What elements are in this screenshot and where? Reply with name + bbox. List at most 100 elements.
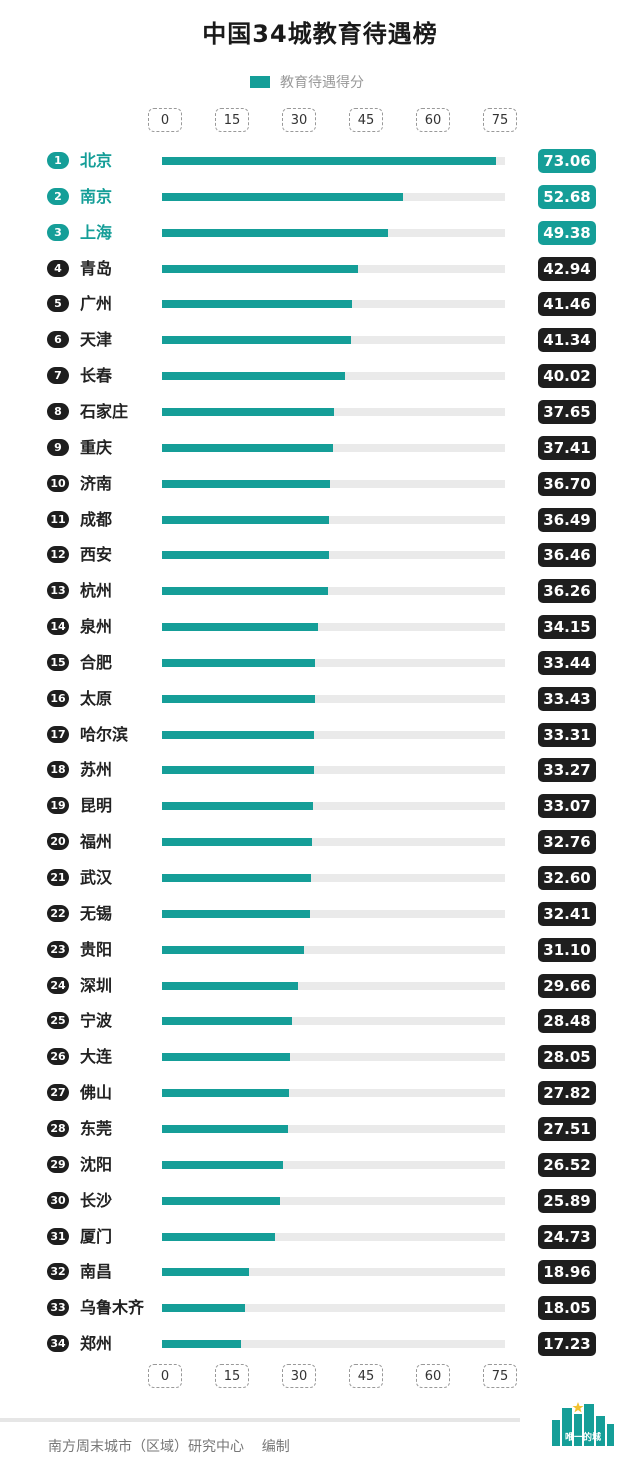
value-label: 25.89 <box>538 1188 596 1213</box>
axis-tick-label: 0 <box>148 1364 182 1388</box>
bar-row: 3 上海 49.38 <box>0 215 640 251</box>
value-label: 34.15 <box>538 615 596 640</box>
city-label: 昆明 <box>80 796 113 816</box>
city-label: 天津 <box>80 330 113 350</box>
city-label: 西安 <box>80 545 113 565</box>
rank-badge: 7 <box>47 367 69 385</box>
axis-ticks-top: 0 15 30 45 60 75 <box>0 108 640 134</box>
bar-row: 29 沈阳 26.52 <box>0 1147 640 1183</box>
rank-badge: 5 <box>47 295 69 313</box>
bar <box>162 874 312 882</box>
bar-row: 24 深圳 29.66 <box>0 968 640 1004</box>
value-label: 40.02 <box>538 364 596 389</box>
value-label: 33.07 <box>538 794 596 819</box>
rank-badge: 26 <box>47 1048 69 1066</box>
bar-track <box>162 909 505 918</box>
rank-badge: 32 <box>47 1263 69 1281</box>
bar <box>162 1232 276 1241</box>
rank-badge: 25 <box>47 1012 69 1030</box>
bar <box>162 623 319 632</box>
chart-title: 中国34城教育待遇榜 <box>202 20 438 48</box>
city-label: 南昌 <box>80 1262 113 1282</box>
rank-badge: 29 <box>47 1155 69 1173</box>
axis-tick-label: 45 <box>349 1364 383 1388</box>
value-label: 36.26 <box>538 579 596 604</box>
rank-badge: 28 <box>47 1119 69 1137</box>
bar-track <box>162 1232 505 1241</box>
bar-track <box>162 443 505 452</box>
bar-row: 4 青岛 42.94 <box>0 251 640 287</box>
value-label: 27.82 <box>538 1081 596 1106</box>
legend-label: 教育待遇得分 <box>280 75 364 91</box>
bar-track <box>162 407 505 416</box>
city-label: 广州 <box>80 294 113 314</box>
bar-row: 1 北京 73.06 <box>0 143 640 179</box>
value-label: 33.44 <box>538 650 596 675</box>
value-label: 33.31 <box>538 722 596 747</box>
bar-row: 28 东莞 27.51 <box>0 1111 640 1147</box>
city-label: 重庆 <box>80 437 113 457</box>
bar-track <box>162 658 505 667</box>
rank-badge: 17 <box>47 725 69 743</box>
bar-row: 13 杭州 36.26 <box>0 573 640 609</box>
axis-tick-label: 30 <box>282 1364 316 1388</box>
footer-credit: 南方周末城市（区域）研究中心 编制 <box>48 1439 290 1455</box>
city-label: 贵阳 <box>80 939 113 959</box>
axis-tick-label: 45 <box>349 108 383 132</box>
bar <box>162 945 305 954</box>
legend-swatch <box>250 76 270 88</box>
bar <box>162 1196 281 1205</box>
bar <box>162 909 311 918</box>
rank-badge: 27 <box>47 1084 69 1102</box>
bar-row: 18 苏州 33.27 <box>0 752 640 788</box>
city-label: 成都 <box>80 509 113 529</box>
value-label: 28.05 <box>538 1045 596 1070</box>
bar <box>162 479 330 488</box>
value-label: 17.23 <box>538 1332 596 1357</box>
bar-track <box>162 981 505 990</box>
value-label: 37.65 <box>538 399 596 424</box>
bar-row: 21 武汉 32.60 <box>0 860 640 896</box>
city-label: 深圳 <box>80 975 113 995</box>
rank-badge: 12 <box>47 546 69 564</box>
city-label: 福州 <box>80 832 113 852</box>
value-label: 49.38 <box>538 220 596 245</box>
bar <box>162 443 334 452</box>
rank-badge: 34 <box>47 1335 69 1353</box>
rank-badge: 3 <box>47 223 69 241</box>
value-label: 41.34 <box>538 328 596 353</box>
city-label: 泉州 <box>80 617 113 637</box>
bar-row: 23 贵阳 31.10 <box>0 932 640 968</box>
value-label: 37.41 <box>538 435 596 460</box>
city-label: 北京 <box>80 151 113 170</box>
bar-track <box>162 157 505 165</box>
bar <box>162 694 315 703</box>
value-label: 36.49 <box>538 507 596 532</box>
city-label: 杭州 <box>80 581 113 601</box>
city-label: 大连 <box>80 1047 113 1067</box>
value-label: 18.05 <box>538 1296 596 1321</box>
bar-track <box>162 336 505 345</box>
city-label: 青岛 <box>80 258 113 278</box>
bar <box>162 766 315 775</box>
bar <box>162 515 329 524</box>
bar-row: 26 大连 28.05 <box>0 1039 640 1075</box>
axis-ticks-bottom: 0 15 30 45 60 75 <box>0 1364 640 1390</box>
bar-track <box>162 1268 505 1277</box>
bar-track <box>162 874 505 882</box>
city-label: 宁波 <box>80 1011 113 1031</box>
rank-badge: 10 <box>47 474 69 492</box>
bar-row: 10 济南 36.70 <box>0 466 640 502</box>
bar <box>162 336 352 345</box>
rank-badge: 9 <box>47 438 69 456</box>
city-label: 沈阳 <box>80 1154 113 1174</box>
bar <box>162 300 352 309</box>
bar-row: 20 福州 32.76 <box>0 824 640 860</box>
bar-track <box>162 623 505 632</box>
city-label: 南京 <box>80 186 113 206</box>
bar <box>162 407 335 416</box>
rank-badge: 21 <box>47 869 69 886</box>
bar-row: 5 广州 41.46 <box>0 286 640 322</box>
bar-row: 19 昆明 33.07 <box>0 788 640 824</box>
city-label: 东莞 <box>80 1118 113 1138</box>
